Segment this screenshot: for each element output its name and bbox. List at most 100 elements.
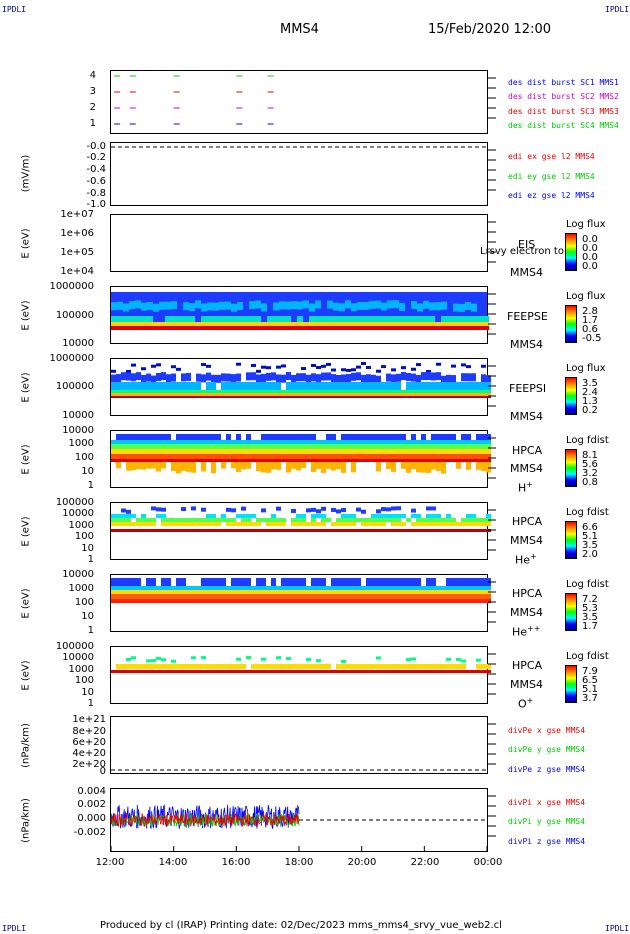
colorbar-value: 3.5 bbox=[582, 378, 598, 389]
hpca-h-bin bbox=[381, 459, 386, 462]
hpca-o-bin bbox=[146, 664, 151, 669]
y-tick: 6e+20 bbox=[72, 737, 106, 748]
feepse-bin bbox=[435, 326, 441, 330]
hpca-h-bin bbox=[176, 440, 181, 444]
feepsi-bin bbox=[246, 396, 251, 398]
feepsi-bin bbox=[386, 393, 391, 396]
hpca-h-bin bbox=[416, 459, 421, 462]
hpca-h-bin bbox=[116, 449, 121, 454]
feepse-bin bbox=[147, 316, 153, 322]
feepsi-bin bbox=[271, 382, 276, 390]
feepsi-bin bbox=[321, 364, 326, 368]
feepsi-bin bbox=[441, 390, 446, 393]
hpca-he-bin bbox=[291, 529, 296, 532]
hpca-h-bin bbox=[376, 454, 381, 459]
feepse-bin bbox=[291, 326, 297, 330]
feepsi-bin bbox=[456, 396, 461, 398]
hpca-he2-bin bbox=[211, 578, 216, 586]
hpca-h-bin bbox=[341, 454, 346, 459]
y-tick: 10 bbox=[81, 611, 94, 622]
hpca-h-bin bbox=[356, 459, 361, 462]
hpca-h-bin bbox=[151, 440, 156, 444]
feepse-bin bbox=[171, 301, 177, 310]
hpca-he-bin bbox=[151, 506, 156, 511]
feepse-bin bbox=[459, 322, 465, 326]
hpca-h-bin bbox=[201, 444, 206, 449]
hpca-he2-bin bbox=[251, 594, 256, 599]
hpca-he2-bin bbox=[311, 578, 316, 586]
hpca-he2-bin bbox=[216, 578, 221, 586]
hpca-o-bin bbox=[326, 664, 331, 669]
hpca-he2-bin bbox=[136, 599, 141, 603]
hpca-he2-bin bbox=[231, 599, 236, 603]
feepse-bin bbox=[123, 322, 129, 326]
hpca-he-bin bbox=[486, 522, 491, 526]
hpca-h-bin bbox=[441, 434, 446, 440]
feepsi-bin bbox=[276, 365, 281, 369]
feepse-bin bbox=[219, 326, 225, 330]
hpca-o-bin bbox=[191, 670, 196, 673]
hpca-he-bin bbox=[341, 514, 346, 518]
hpca-h-bin bbox=[321, 459, 326, 462]
hpca-h-bin bbox=[301, 434, 306, 440]
hpca-he2-bin bbox=[376, 578, 381, 586]
feepse-bin bbox=[411, 316, 417, 322]
hpca-he-bin bbox=[231, 518, 236, 522]
feepsi-bin bbox=[251, 393, 256, 396]
feepse-bin bbox=[345, 316, 351, 322]
hpca-he-bin bbox=[396, 506, 401, 511]
hpca-h-bin bbox=[451, 440, 456, 444]
feepse-bin bbox=[441, 322, 447, 326]
colorbar-hpca-h bbox=[565, 449, 577, 487]
hpca-he2-bin bbox=[151, 578, 156, 586]
overlay-text-eis: Lrsvy electron to bbox=[480, 246, 564, 257]
hpca-o-bin bbox=[421, 670, 426, 673]
hpca-he-bin bbox=[471, 514, 476, 518]
hpca-he2-bin bbox=[126, 586, 131, 590]
hpca-h-bin bbox=[336, 454, 341, 459]
hpca-h-bin bbox=[166, 440, 171, 444]
feepse-bin bbox=[129, 316, 135, 322]
feepsi-bin bbox=[341, 368, 346, 372]
footer-text: Produced by cl (IRAP) Printing date: 02/… bbox=[100, 920, 502, 931]
hpca-h-bin bbox=[251, 454, 256, 459]
hpca-he2-bin bbox=[351, 578, 356, 586]
feepse-bin bbox=[225, 316, 231, 322]
hpca-he2-bin bbox=[321, 590, 326, 594]
feepsi-bin bbox=[451, 396, 456, 398]
hpca-he2-bin bbox=[446, 578, 451, 586]
hpca-he2-bin bbox=[316, 594, 321, 599]
hpca-he2-bin bbox=[111, 599, 116, 603]
hpca-he-bin bbox=[431, 529, 436, 532]
hpca-h-bin bbox=[421, 440, 426, 444]
hpca-he-bin bbox=[176, 522, 181, 526]
hpca-h-bin bbox=[156, 444, 161, 449]
hpca-he2-bin bbox=[421, 599, 426, 603]
hpca-h-bin bbox=[311, 449, 316, 454]
hpca-h-bin bbox=[456, 440, 461, 444]
feepsi-bin bbox=[111, 369, 116, 373]
hpca-h-bin bbox=[116, 462, 121, 469]
hpca-he-bin bbox=[391, 522, 396, 526]
feepsi-bin bbox=[351, 368, 356, 372]
hpca-he2-bin bbox=[306, 586, 311, 590]
hpca-he-bin bbox=[161, 514, 166, 518]
feepsi-bin bbox=[366, 374, 371, 383]
hpca-he-bin bbox=[166, 518, 171, 522]
hpca-h-bin bbox=[476, 459, 481, 462]
feepse-bin bbox=[195, 326, 201, 330]
hpca-he2-bin bbox=[161, 586, 166, 590]
hpca-h-bin bbox=[391, 459, 396, 462]
feepsi-bin bbox=[446, 382, 451, 390]
hpca-he2-bin bbox=[416, 590, 421, 594]
hpca-he2-bin bbox=[386, 586, 391, 590]
feepsi-bin bbox=[461, 396, 466, 398]
hpca-he2-bin bbox=[141, 599, 146, 603]
feepsi-bin bbox=[356, 396, 361, 398]
hpca-h-bin bbox=[206, 459, 211, 462]
hpca-o-bin bbox=[471, 670, 476, 673]
hpca-he2-bin bbox=[321, 599, 326, 603]
hpca-o-bin bbox=[231, 664, 236, 669]
hpca-h-bin bbox=[481, 434, 486, 440]
hpca-he2-bin bbox=[331, 590, 336, 594]
